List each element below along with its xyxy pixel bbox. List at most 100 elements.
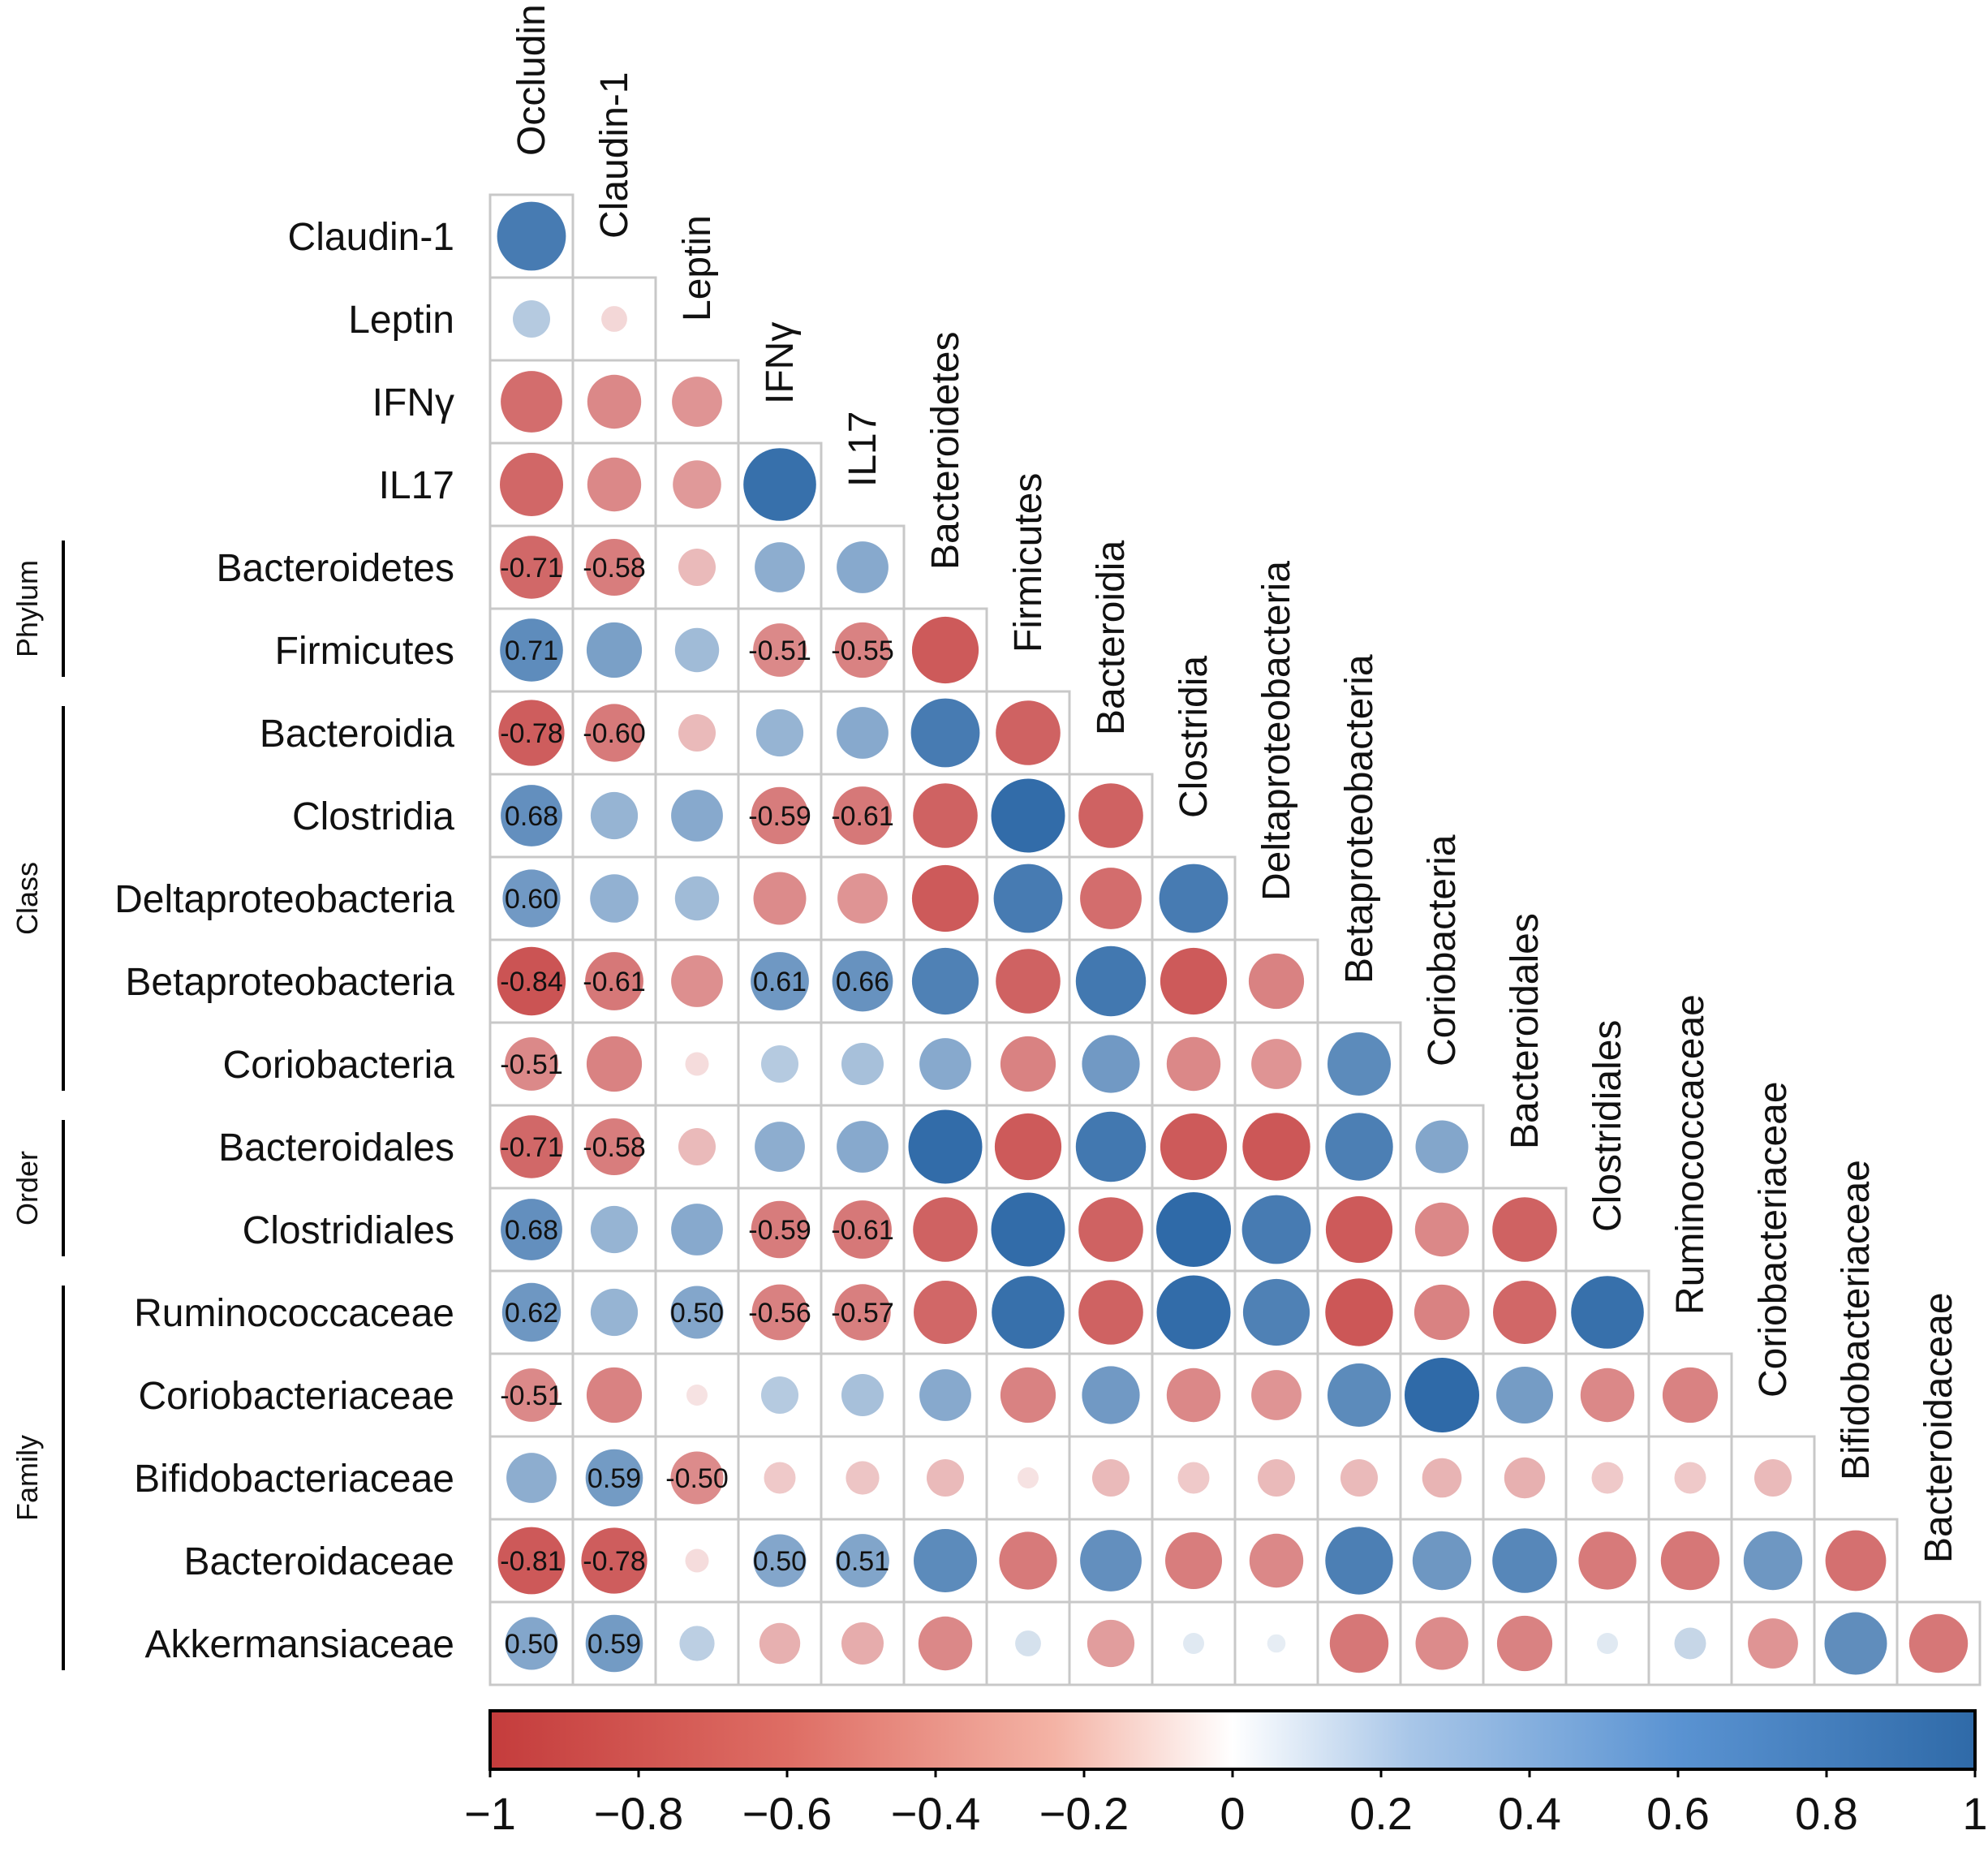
circle-bacteroidales-deltaproteobacteria [1242, 1113, 1310, 1181]
value-label-coriobacteriaceae-occludin: -0.51 [500, 1380, 563, 1411]
value-label-betaproteobacteria-il17: 0.66 [836, 967, 889, 997]
circle-betaproteobacteria-ifng [751, 952, 809, 1010]
circle-claudin-1-occludin [497, 201, 566, 271]
circle-bacteroidaceae-occludin [497, 1527, 566, 1595]
group-label-family: Family [11, 1435, 44, 1521]
circle-coriobacteriaceae-betaproteobacteria [1327, 1363, 1391, 1427]
circle-akkermansiaceae-il17 [841, 1622, 884, 1665]
circle-bifidobacteriaceae-ruminococcaceae [1674, 1462, 1706, 1494]
circle-leptin-occludin [513, 300, 550, 338]
circle-bacteroidaceae-bacteroidetes [914, 1529, 977, 1592]
circle-bacteroidaceae-clostridia [1165, 1532, 1222, 1589]
circle-betaproteobacteria-bacteroidia [1075, 945, 1147, 1017]
value-label-coriobacteria-occludin: -0.51 [500, 1049, 563, 1080]
circle-coriobacteriaceae-firmicutes [1000, 1367, 1056, 1424]
circle-firmicutes-il17 [834, 622, 891, 678]
circle-clostridiales-coriobacteria [1414, 1202, 1469, 1257]
value-label-clostridiales-occludin: 0.68 [505, 1215, 558, 1246]
circle-clostridia-leptin [671, 790, 723, 842]
column-label-firmicutes: Firmicutes [1007, 473, 1050, 653]
circle-clostridiales-leptin [671, 1204, 723, 1256]
circle-bifidobacteriaceae-il17 [846, 1461, 880, 1495]
circle-deltaproteobacteria-claudin-1 [590, 874, 639, 923]
circle-coriobacteriaceae-deltaproteobacteria [1251, 1370, 1302, 1420]
group-label-phylum: Phylum [11, 560, 44, 657]
row-label-firmicutes: Firmicutes [275, 630, 454, 673]
value-label-ruminococcaceae-leptin: 0.50 [670, 1298, 724, 1329]
row-label-clostridia: Clostridia [292, 795, 454, 838]
row-label-betaproteobacteria: Betaproteobacteria [125, 961, 454, 1004]
circle-coriobacteriaceae-claudin-1 [586, 1367, 643, 1424]
circle-deltaproteobacteria-leptin [674, 876, 720, 921]
circle-ruminococcaceae-betaproteobacteria [1325, 1278, 1393, 1346]
circle-bifidobacteriaceae-clostridia [1177, 1462, 1210, 1494]
row-label-ifng: IFNγ [372, 381, 454, 424]
circle-bifidobacteriaceae-leptin [670, 1451, 724, 1505]
value-label-bacteroidetes-claudin-1: -0.58 [583, 553, 646, 584]
circle-firmicutes-leptin [674, 627, 720, 673]
circle-bacteroidales-betaproteobacteria [1325, 1113, 1393, 1181]
value-label-ruminococcaceae-ifng: -0.56 [748, 1298, 811, 1329]
circle-akkermansiaceae-leptin [679, 1626, 715, 1661]
circle-bifidobacteriaceae-bacteroidia [1092, 1459, 1130, 1497]
colorbar-tick-label: −0.6 [742, 1788, 833, 1839]
circle-bacteroidetes-claudin-1 [586, 539, 643, 596]
value-label-bacteroidaceae-ifng: 0.50 [753, 1546, 807, 1577]
circle-coriobacteriaceae-ruminococcaceae [1662, 1367, 1719, 1424]
circle-clostridiales-clostridia [1156, 1192, 1231, 1267]
value-label-firmicutes-ifng: -0.51 [748, 635, 811, 666]
colorbar-tick-label: −0.2 [1039, 1788, 1130, 1839]
circle-bacteroidaceae-bifidobacteriaceae [1825, 1530, 1887, 1591]
value-label-bacteroidaceae-claudin-1: -0.78 [583, 1546, 646, 1577]
circle-bifidobacteriaceae-deltaproteobacteria [1258, 1459, 1295, 1497]
circle-bacteroidaceae-betaproteobacteria [1325, 1527, 1393, 1595]
value-label-clostridiales-il17: -0.61 [831, 1215, 894, 1246]
circle-ruminococcaceae-bacteroidales [1493, 1281, 1556, 1344]
value-label-betaproteobacteria-claudin-1: -0.61 [583, 967, 646, 997]
value-label-firmicutes-occludin: 0.71 [505, 635, 558, 666]
colorbar-tick-label: 0 [1220, 1788, 1245, 1839]
value-label-clostridia-occludin: 0.68 [505, 801, 558, 832]
circle-bacteroidales-bacteroidetes [908, 1109, 983, 1184]
group-label-class: Class [11, 862, 44, 935]
circle-akkermansiaceae-claudin-1 [585, 1614, 643, 1673]
circle-akkermansiaceae-clostridiales [1597, 1633, 1618, 1654]
circle-coriobacteriaceae-bacteroidales [1496, 1367, 1553, 1424]
row-labels: Claudin-1 Leptin IFNγ IL17 Bacteroidetes Firm… [114, 216, 454, 1666]
circle-coriobacteria-clostridia [1166, 1036, 1221, 1092]
circle-clostridia-claudin-1 [590, 791, 639, 840]
circle-betaproteobacteria-occludin [497, 946, 566, 1016]
circle-bacteroidales-firmicutes [994, 1113, 1062, 1181]
circle-clostridiales-betaproteobacteria [1325, 1195, 1393, 1264]
circle-bacteroidia-firmicutes [996, 700, 1061, 765]
row-label-bacteroidetes: Bacteroidetes [216, 547, 454, 590]
circle-akkermansiaceae-betaproteobacteria [1329, 1613, 1389, 1673]
circle-il17-leptin [673, 460, 721, 509]
cell-grid [488, 193, 1982, 1686]
circle-bacteroidaceae-leptin [685, 1548, 709, 1573]
circle-deltaproteobacteria-ifng [753, 872, 807, 925]
circle-coriobacteria-occludin [505, 1037, 558, 1091]
circle-akkermansiaceae-clostridia [1183, 1633, 1204, 1654]
circle-coriobacteriaceae-ifng [761, 1376, 798, 1414]
row-label-bacteroidia: Bacteroidia [260, 713, 454, 756]
circle-bacteroidaceae-il17 [836, 1534, 889, 1587]
row-label-akkermansiaceae: Akkermansiaceae [144, 1623, 454, 1666]
circle-coriobacteriaceae-bacteroidia [1082, 1366, 1140, 1424]
circle-betaproteobacteria-deltaproteobacteria [1248, 953, 1305, 1010]
circle-bifidobacteriaceae-coriobacteriaceae [1754, 1459, 1792, 1497]
circle-deltaproteobacteria-il17 [837, 873, 888, 924]
circle-coriobacteria-il17 [841, 1043, 884, 1085]
value-label-bacteroidales-claudin-1: -0.58 [583, 1132, 646, 1163]
colorbar-tick-label: 0.2 [1349, 1788, 1413, 1839]
circle-clostridia-bacteroidetes [913, 783, 978, 848]
circle-clostridiales-claudin-1 [590, 1205, 639, 1254]
colorbar-tick-label: 0.4 [1498, 1788, 1561, 1839]
circle-ruminococcaceae-coriobacteria [1414, 1284, 1470, 1341]
circle-bacteroidaceae-claudin-1 [581, 1527, 648, 1594]
value-label-bacteroidetes-occludin: -0.71 [500, 553, 563, 584]
colorbar-tick-label: −0.4 [891, 1788, 981, 1839]
circle-bifidobacteriaceae-bacteroidetes [927, 1459, 964, 1497]
column-label-clostridiales: Clostridiales [1586, 1020, 1629, 1232]
column-label-bacteroidia: Bacteroidia [1090, 541, 1133, 735]
